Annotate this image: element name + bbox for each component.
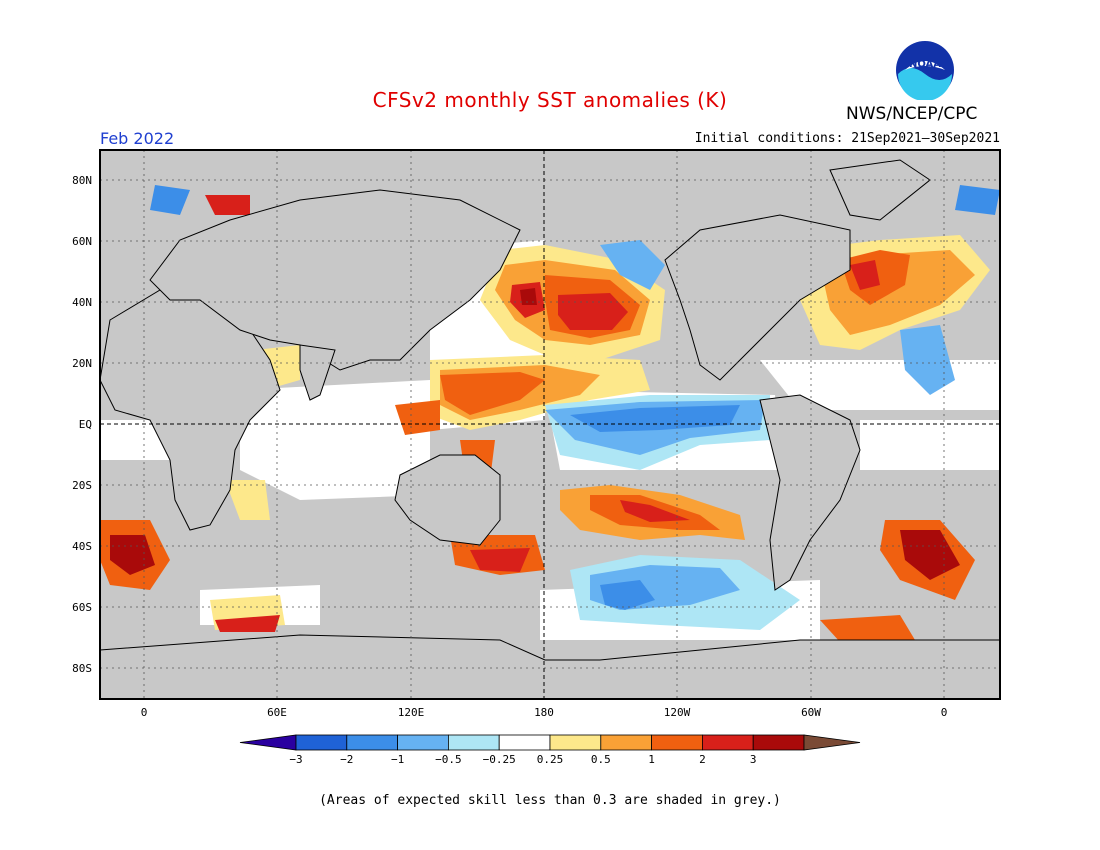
lon-label: 120E [398,706,425,719]
lon-label: 60W [801,706,821,719]
colorbar-tick-label: −0.5 [435,753,462,766]
initial-conditions: Initial conditions: 21Sep2021–30Sep2021 [694,131,1000,146]
colorbar-tick-label: 0.25 [537,753,564,766]
lat-label: 60S [72,601,92,614]
lat-label: EQ [79,418,92,431]
org-label: NWS/NCEP/CPC [846,104,978,124]
lat-label: 80S [72,662,92,675]
colorbar-tick-label: 0.5 [591,753,611,766]
lon-label: 60E [267,706,287,719]
skill-footnote: (Areas of expected skill less than 0.3 a… [319,793,781,808]
lat-label: 20N [72,357,92,370]
lon-label: 180 [534,706,554,719]
colorbar-tick-label: 1 [648,753,655,766]
colorbar-swatch [651,734,703,751]
forecast-month: Feb 2022 [100,129,175,148]
lat-label: 20S [72,479,92,492]
colorbar-swatch [752,734,805,751]
lat-label: 80N [72,174,92,187]
colorbar-tick-label: 3 [750,753,757,766]
land-outlines [99,159,1001,700]
colorbar-tick-label: 2 [699,753,706,766]
svg-text:NOAA: NOAA [909,59,941,70]
lon-label: 0 [941,706,948,719]
colorbar-swatch [447,734,500,751]
colorbar-swatch [549,734,602,751]
noaa-logo: NOAA [896,41,954,100]
equator-dateline [100,150,1000,699]
colorbar-swatch [498,734,551,751]
colorbar-swatch [702,734,754,751]
colorbar-tick-label: −2 [340,753,353,766]
lat-label: 40S [72,540,92,553]
colorbar-tick-label: −1 [391,753,404,766]
lat-label: 40N [72,296,92,309]
map-frame [99,149,1001,700]
colorbar-tick-label: −0.25 [483,753,516,766]
colorbar-tick-label: −3 [289,753,302,766]
lat-labels: 80N 60N 40N 20N EQ 20S 40S 60S 80S [72,174,92,675]
lon-label: 120W [664,706,691,719]
lon-labels: 0 60E 120E 180 120W 60W 0 [141,706,948,719]
colorbar-swatch [600,734,652,751]
colorbar-max-arrow [803,734,861,751]
colorbar: −3 −2 −1 −0.5 −0.25 0.25 0.5 1 2 3 [239,734,861,766]
colorbar-swatch [346,734,398,751]
lon-label: 0 [141,706,148,719]
colorbar-swatch [295,734,348,751]
lat-label: 60N [72,235,92,248]
colorbar-min-arrow [239,734,297,751]
colorbar-swatch [397,734,449,751]
grid-lines [100,150,1000,699]
chart-title: CFSv2 monthly SST anomalies (K) [372,88,728,112]
